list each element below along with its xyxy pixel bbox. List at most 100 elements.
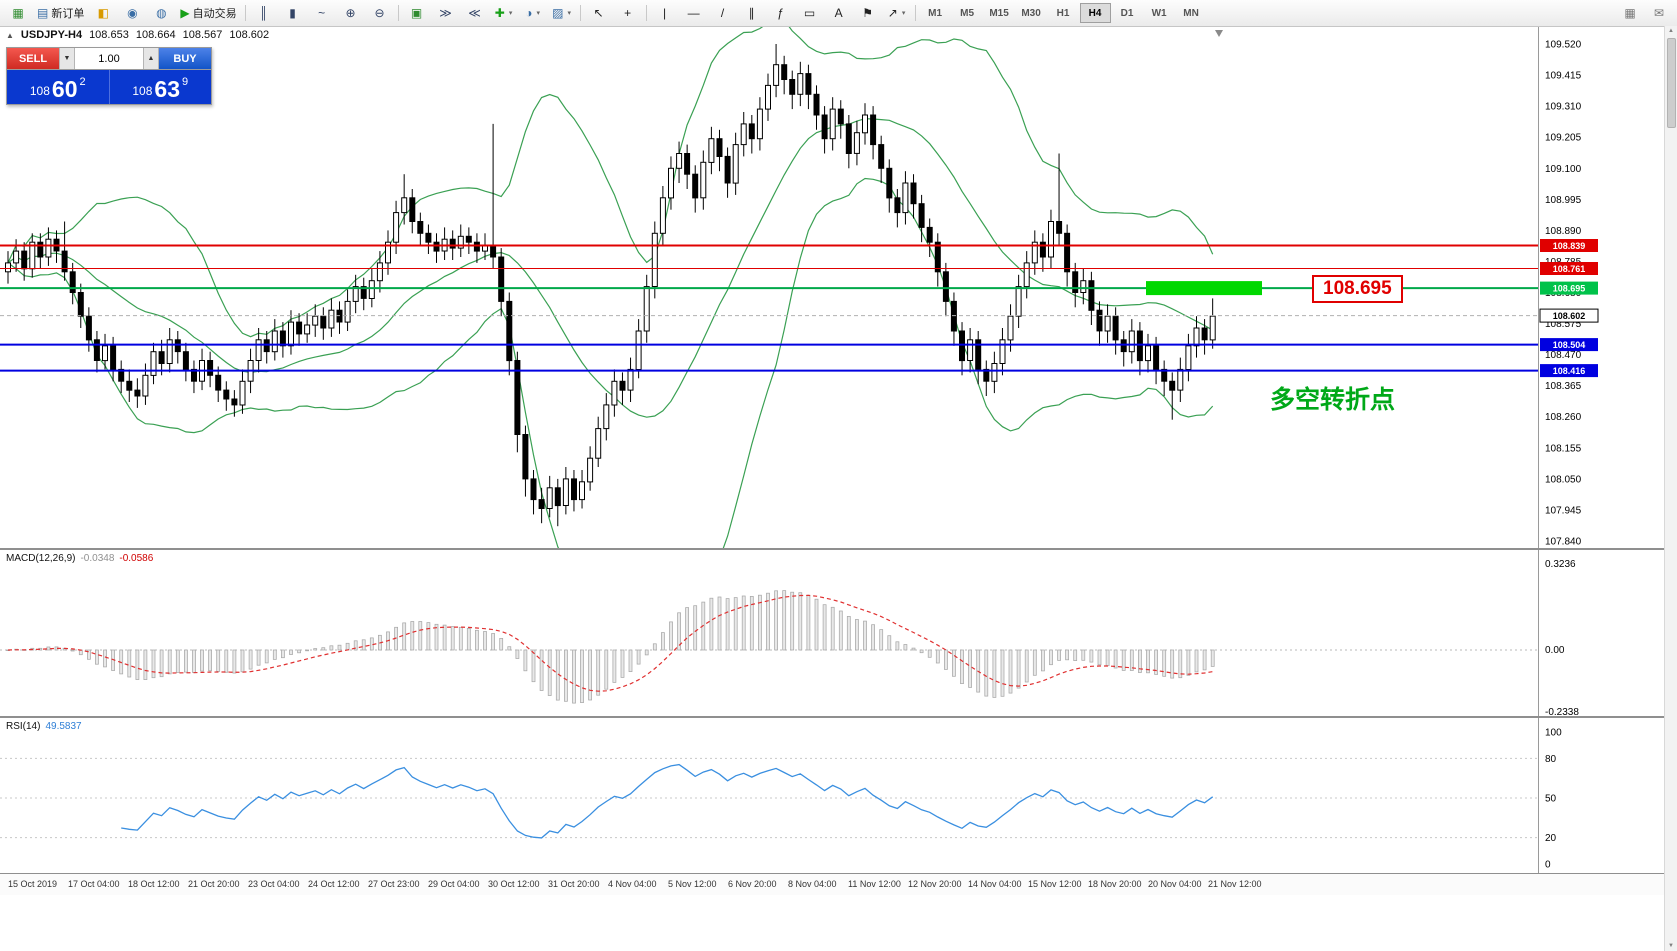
trendline-tool[interactable]: / (709, 2, 737, 24)
dropdown-caret-icon[interactable]: ▾ (901, 10, 906, 17)
scroll-down-icon[interactable]: ▼ (1668, 943, 1674, 949)
scrollbar-thumb[interactable] (1667, 38, 1676, 128)
collapse-arrow-icon[interactable]: ▲ (6, 30, 14, 40)
trendline-tool-glyph: / (720, 6, 725, 20)
periods-button[interactable]: ◑ ▾ (519, 2, 547, 24)
market-watch-icon-glyph: ◧ (97, 6, 110, 20)
timeframe-m15[interactable]: M15 (989, 7, 1009, 19)
bid-price-display[interactable]: 108 60 2 (7, 70, 109, 104)
text-tool[interactable]: A (825, 2, 853, 24)
buy-button[interactable]: BUY (159, 48, 211, 69)
new-order-button[interactable]: ▤ 新订单 (33, 2, 88, 24)
bid-big-figure: 108 (29, 83, 50, 98)
svg-text:108.839: 108.839 (1553, 241, 1586, 251)
timeframe-mn[interactable]: MN (1183, 7, 1199, 19)
line-chart-icon[interactable]: ~ (308, 2, 336, 24)
rsi-svg[interactable]: 100 80 50 20 0 (0, 718, 1665, 873)
pivot-annotation-text[interactable]: 多空转折点 (1270, 386, 1396, 414)
zoom-in-icon[interactable]: ⊕ (337, 2, 365, 24)
autotrade-button[interactable]: ▶ 自动交易 (176, 2, 240, 24)
help-icon[interactable]: ▦ (1616, 2, 1644, 24)
hline-tool-glyph: — (687, 6, 700, 20)
timeframe-m30[interactable]: M30 (1021, 7, 1041, 19)
macd-histogram (6, 590, 1215, 704)
chart-window: 109.520 109.415 109.310 109.205 109.100 108.9… (0, 26, 1665, 951)
community-icon-glyph: ✉ (1653, 6, 1665, 20)
panel-splitter[interactable] (0, 548, 1665, 550)
panel-splitter[interactable] (0, 716, 1665, 718)
crosshair-button[interactable]: + (614, 2, 642, 24)
zoom-out-icon-glyph: ⊖ (374, 6, 385, 20)
svg-text:20: 20 (1545, 833, 1557, 844)
chart-shift-icon[interactable]: ≪ (461, 2, 489, 24)
cursor-button[interactable]: ↖ (585, 2, 613, 24)
bar-chart-icon[interactable]: ║ (250, 2, 278, 24)
price-axis: 109.520 109.415 109.310 109.205 109.100 108.9… (1545, 40, 1582, 548)
time-label: 15 Nov 12:00 (1028, 879, 1082, 889)
vertical-scrollbar[interactable]: ▲ ▼ (1664, 26, 1677, 951)
dropdown-caret-icon[interactable]: ▾ (508, 10, 513, 17)
new-chart-button[interactable]: ▦ (4, 2, 32, 24)
time-label: 18 Oct 12:00 (128, 879, 180, 889)
volume-up-button[interactable]: ▲ (143, 48, 159, 69)
svg-text:108.504: 108.504 (1553, 340, 1586, 350)
time-label: 15 Oct 2019 (8, 879, 58, 889)
terminal-icon[interactable]: ◍ (147, 2, 175, 24)
svg-text:108.695: 108.695 (1553, 284, 1586, 294)
timeframe-m1[interactable]: M1 (928, 7, 943, 19)
dropdown-caret-icon[interactable]: ▾ (536, 10, 540, 17)
timeframe-h4[interactable]: H4 (1079, 3, 1111, 23)
svg-text:108.050: 108.050 (1545, 474, 1582, 485)
channel-tool[interactable]: ∥ (738, 2, 766, 24)
svg-text:109.100: 109.100 (1545, 164, 1582, 175)
time-axis[interactable]: 15 Oct 2019 17 Oct 04:00 18 Oct 12:00 21 Oc… (0, 873, 1665, 895)
timeframe-d1[interactable]: D1 (1120, 7, 1134, 19)
timeframe-w1[interactable]: W1 (1151, 7, 1167, 19)
templates-button[interactable]: ▨ ▾ (548, 2, 576, 24)
rsi-axis: 100 80 50 20 0 (1545, 728, 1562, 871)
svg-text:108.260: 108.260 (1545, 412, 1582, 423)
time-label: 4 Nov 04:00 (608, 879, 657, 889)
hline-tool[interactable]: — (680, 2, 708, 24)
volume-down-button[interactable]: ▼ (59, 48, 75, 69)
arrows-tool[interactable]: ↗ ▾ (883, 2, 911, 24)
price-chart-svg[interactable]: 109.520 109.415 109.310 109.205 109.100 108.9… (0, 26, 1665, 548)
ask-pips: 63 (154, 76, 180, 102)
candle-chart-icon-glyph: ▮ (289, 6, 296, 20)
fibonacci-tool-glyph: ƒ (777, 6, 784, 20)
bar-high-value: 108.664 (135, 29, 176, 41)
macd-svg[interactable]: 0.3236 0.00 -0.2338 (0, 550, 1665, 716)
zoom-out-icon[interactable]: ⊖ (366, 2, 394, 24)
channel-tool-glyph: ∥ (748, 6, 755, 20)
navigator-icon[interactable]: ◉ (118, 2, 146, 24)
tile-windows-icon[interactable]: ▣ (403, 2, 431, 24)
timeframe-h1[interactable]: H1 (1056, 7, 1070, 19)
text-tool-glyph: A (834, 6, 843, 20)
crosshair-button-glyph: + (624, 6, 632, 20)
indicators-button[interactable]: ✚ ▾ (490, 2, 518, 24)
volume-input[interactable] (75, 48, 143, 69)
candle-chart-icon[interactable]: ▮ (279, 2, 307, 24)
label-tool[interactable]: ⚑ (854, 2, 882, 24)
ask-price-display[interactable]: 108 63 9 (110, 70, 212, 104)
dropdown-caret-icon[interactable]: ▾ (567, 10, 571, 17)
community-icon[interactable]: ✉ (1645, 2, 1673, 24)
price-annotation-box[interactable]: 108.695 (1312, 275, 1403, 303)
time-label: 23 Oct 04:00 (248, 879, 300, 889)
svg-text:0: 0 (1545, 860, 1551, 871)
svg-text:108.575: 108.575 (1545, 319, 1582, 330)
one-click-trading-panel: SELL ▼ ▲ BUY 108 60 2 108 (6, 47, 212, 105)
fibonacci-tool[interactable]: ƒ (767, 2, 795, 24)
sell-button[interactable]: SELL (7, 48, 59, 69)
autoscroll-icon[interactable]: ≫ (432, 2, 460, 24)
autotrade-button-glyph: ▶ (180, 6, 190, 20)
vline-tool[interactable]: | (651, 2, 679, 24)
svg-text:80: 80 (1545, 754, 1557, 765)
market-watch-icon[interactable]: ◧ (89, 2, 117, 24)
timeframe-m5[interactable]: M5 (960, 7, 975, 19)
scroll-up-icon[interactable]: ▲ (1668, 28, 1674, 34)
symbol-label: USDJPY-H4 (20, 29, 83, 41)
svg-text:-0.2338: -0.2338 (1545, 707, 1579, 716)
shapes-tool[interactable]: ▭ (796, 2, 824, 24)
svg-text:109.520: 109.520 (1545, 40, 1582, 51)
